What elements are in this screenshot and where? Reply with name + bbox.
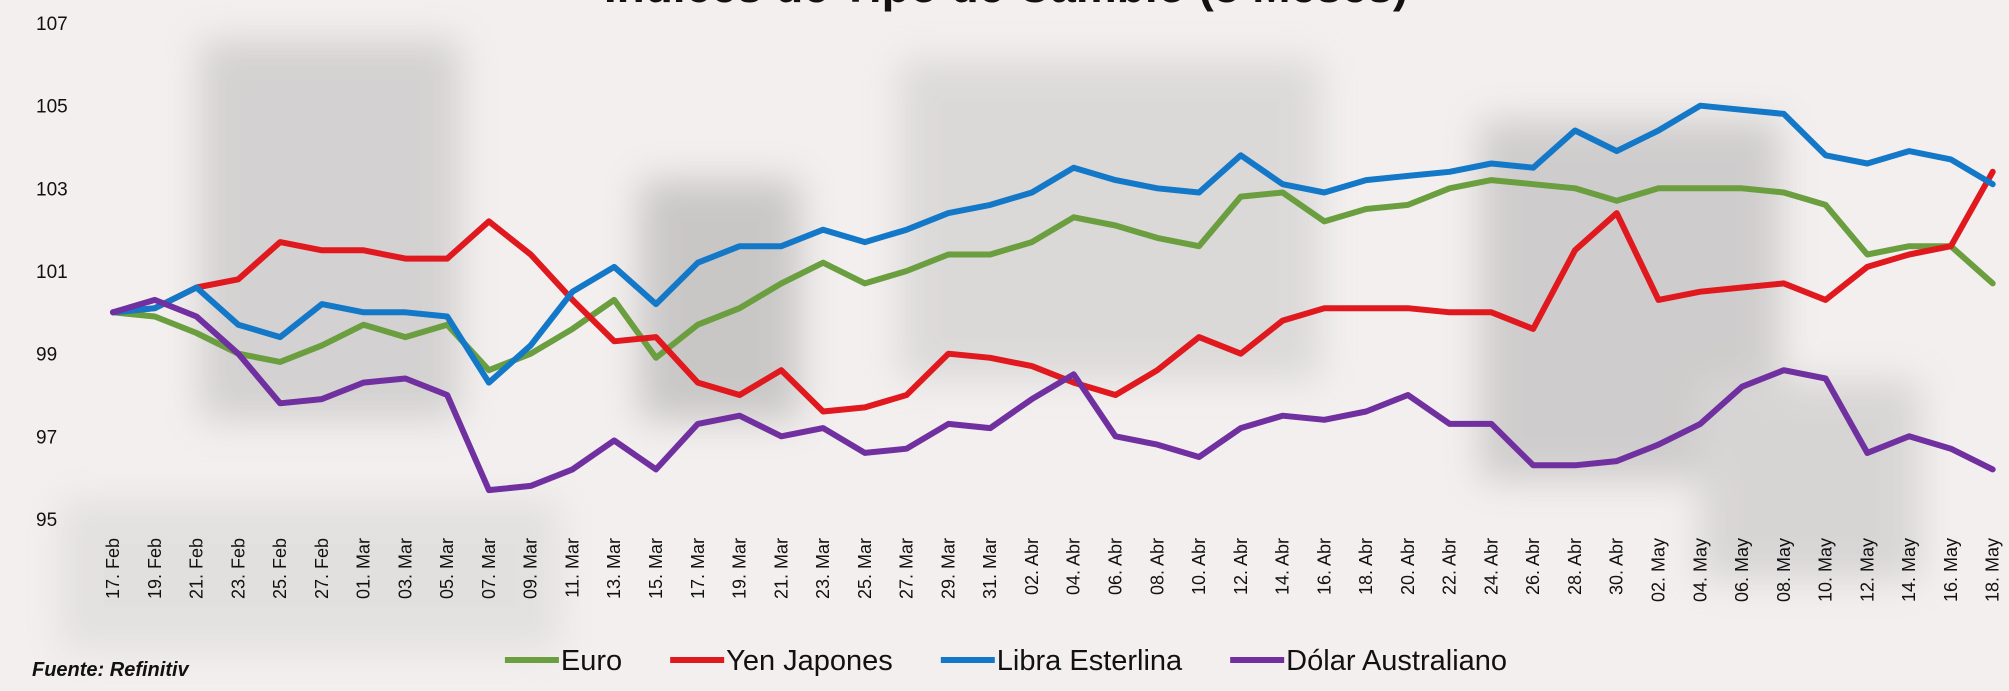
x-tick-label: 04. Abr — [1064, 538, 1084, 595]
legend-label: Euro — [561, 645, 622, 677]
x-tick-label: 03. Mar — [395, 538, 415, 599]
x-tick-label: 01. Mar — [354, 538, 374, 599]
x-tick-label: 11. Mar — [562, 538, 582, 598]
x-tick-label: 27. Mar — [897, 538, 917, 599]
y-tick-label: 101 — [36, 262, 68, 283]
x-tick-label: 08. May — [1774, 538, 1794, 602]
y-tick-label: 95 — [36, 510, 57, 531]
x-tick-label: 18. Abr — [1356, 538, 1376, 595]
x-tick-label: 12. Abr — [1231, 538, 1251, 595]
x-tick-label: 04. May — [1690, 538, 1710, 602]
series-line — [110, 296, 1996, 494]
series-line — [110, 102, 1996, 386]
x-tick-label: 12. May — [1857, 538, 1877, 602]
x-tick-label: 19. Feb — [145, 538, 165, 599]
x-tick-label: 18. May — [1983, 538, 2003, 602]
x-tick-label: 30. Abr — [1607, 538, 1627, 595]
x-tick-label: 02. Abr — [1022, 538, 1042, 595]
x-tick-label: 26. Abr — [1523, 538, 1543, 595]
legend: Euro Yen Japones Libra Esterlina Dólar Aust… — [504, 645, 1507, 677]
y-tick-label: 107 — [36, 14, 68, 35]
y-tick-label: 103 — [36, 179, 68, 200]
x-tick-label: 25. Mar — [855, 538, 875, 599]
x-tick-label: 19. Mar — [730, 538, 750, 599]
x-tick-label: 06. May — [1732, 538, 1752, 602]
x-tick-label: 20. Abr — [1398, 538, 1418, 595]
x-tick-label: 23. Mar — [813, 538, 833, 599]
x-tick-label: 09. Mar — [521, 538, 541, 599]
x-tick-label: 22. Abr — [1440, 538, 1460, 595]
y-tick-label: 105 — [36, 97, 68, 118]
x-tick-label: 25. Feb — [270, 538, 290, 599]
legend-label: Libra Esterlina — [997, 645, 1183, 677]
x-tick-label: 16. Abr — [1314, 538, 1334, 595]
x-tick-label: 02. May — [1648, 538, 1668, 602]
y-tick-label: 97 — [36, 427, 57, 448]
legend-label: Dólar Australiano — [1286, 645, 1507, 677]
y-tick-label: 99 — [36, 345, 57, 366]
x-tick-label: 17. Feb — [103, 538, 123, 599]
x-tick-label: 10. Abr — [1189, 538, 1209, 595]
x-tick-label: 05. Mar — [437, 538, 457, 599]
x-tick-label: 29. Mar — [938, 538, 958, 599]
x-tick-label: 10. May — [1816, 538, 1836, 602]
x-tick-label: 28. Abr — [1565, 538, 1585, 595]
series-line — [110, 168, 1996, 415]
source-note: Fuente: Refinitiv — [32, 659, 191, 681]
x-tick-label: 21. Feb — [187, 538, 207, 599]
x-tick-label: 31. Mar — [980, 538, 1000, 599]
chart-title: Índices de Tipo de Cambio (3 Meses) — [604, 0, 1408, 12]
series-line — [110, 177, 1996, 374]
x-tick-label: 07. Mar — [479, 538, 499, 599]
x-tick-label: 16. May — [1941, 538, 1961, 602]
x-tick-label: 21. Mar — [771, 538, 791, 599]
x-tick-label: 14. Abr — [1273, 538, 1293, 595]
x-tick-label: 24. Abr — [1481, 538, 1501, 595]
legend-label: Yen Japones — [726, 645, 893, 677]
x-tick-label: 23. Feb — [228, 538, 248, 599]
x-tick-label: 27. Feb — [312, 538, 332, 599]
x-tick-label: 17. Mar — [688, 538, 708, 599]
x-tick-label: 15. Mar — [646, 538, 666, 599]
background-photo — [60, 40, 1920, 650]
x-tick-label: 06. Abr — [1105, 538, 1125, 595]
x-tick-label: 13. Mar — [604, 538, 624, 599]
x-tick-label: 08. Abr — [1147, 538, 1167, 595]
x-tick-label: 14. May — [1899, 538, 1919, 602]
